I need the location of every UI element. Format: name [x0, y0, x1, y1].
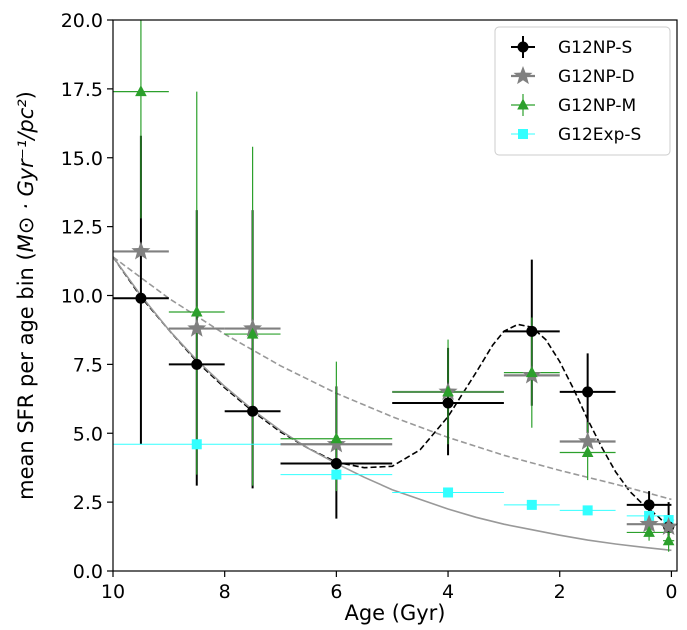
x-tick-label-3: 4 [442, 581, 454, 603]
data-markers [131, 85, 679, 546]
g12np-m-point-3 [330, 432, 343, 444]
y-tick-label-2: 5.0 [73, 423, 103, 445]
g12exp-s-point-2 [443, 487, 454, 498]
g12exp-s-point-0 [191, 439, 202, 450]
x-tick-label-5: 0 [665, 581, 677, 603]
g12np-d-point-8 [659, 516, 679, 535]
legend: G12NP-S G12NP-D G12NP-M G12Exp-S [494, 26, 671, 156]
x-tick-label-4: 2 [554, 581, 566, 603]
y-tick-label-1: 2.5 [73, 492, 103, 514]
g12np-m-point-6 [581, 446, 594, 458]
g12np-m-point-5 [526, 366, 538, 378]
y-tick-label-6: 15.0 [61, 148, 103, 170]
y-tick-label-8: 20.0 [61, 10, 103, 32]
legend-g12np-s-label: G12NP-S [558, 38, 632, 58]
x-axis-label: Age (Gyr) [344, 601, 445, 625]
g12np-s-point-0 [135, 292, 147, 304]
g12exp-s-point-1 [331, 469, 342, 480]
legend-g12np-d-marker [513, 66, 533, 85]
y-axis-label: mean SFR per age bin (M⊙ · Gyr⁻¹/pc²) [14, 91, 38, 500]
g12np-m-point-7 [643, 525, 655, 537]
legend-box [494, 26, 671, 156]
y-axis-label-math: M⊙ · Gyr⁻¹/pc² [14, 99, 38, 253]
y-tick-label-3: 7.5 [73, 354, 103, 376]
g12np-m-point-0 [135, 85, 147, 97]
y-axis-label-suffix: ) [14, 91, 38, 99]
g12np-d-point-3 [326, 434, 346, 453]
g12np-s-point-4 [442, 397, 454, 409]
g12np-m-point-4 [442, 385, 454, 397]
g12np-m-point-1 [190, 305, 203, 317]
y-axis-label-prefix: mean SFR per age bin ( [14, 252, 38, 500]
y-tick-label-0: 0.0 [73, 561, 103, 583]
g12np-s-point-6 [582, 386, 594, 398]
g12exp-s-point-4 [582, 505, 593, 516]
x-tick-label-1: 8 [219, 581, 231, 603]
g12np-s-point-1 [191, 358, 203, 370]
g12np-s-point-2 [247, 405, 259, 417]
g12np-s-point-5 [526, 325, 538, 337]
g12np-d-point-7 [639, 514, 659, 533]
g12np-m-point-8 [662, 534, 675, 546]
g12np-s-point-3 [330, 458, 342, 470]
fit-curves [113, 256, 672, 552]
g12np-m-point-2 [246, 327, 259, 339]
g12exp-s-point-3 [526, 499, 537, 510]
legend-g12np-m-marker [517, 98, 529, 110]
g12np-d-point-1 [187, 318, 207, 337]
g12np-s-point-7 [643, 499, 655, 511]
legend-g12np-m-label: G12NP-M [558, 96, 636, 116]
axis-ticks: 10 8 6 4 2 0 0.0 2.5 5.0 7.5 10.0 12.5 15.0 17.5 20.0 [61, 10, 678, 603]
legend-g12exp-s-label: G12Exp-S [558, 125, 641, 145]
x-tick-label-0: 10 [101, 581, 125, 603]
fit-curve-2 [113, 256, 672, 552]
fit-curve-1 [113, 256, 672, 531]
legend-g12np-d-label: G12NP-D [558, 67, 635, 87]
fit-curve-3 [113, 256, 672, 501]
y-tick-label-4: 10.0 [61, 286, 103, 308]
y-tick-label-7: 17.5 [61, 79, 103, 101]
y-tick-label-5: 12.5 [61, 217, 103, 239]
g12np-d-point-6 [578, 431, 598, 450]
legend-g12exp-s-marker [518, 129, 528, 139]
legend-g12np-s-marker [517, 41, 529, 53]
x-tick-label-2: 6 [330, 581, 342, 603]
g12np-d-point-0 [131, 241, 151, 260]
